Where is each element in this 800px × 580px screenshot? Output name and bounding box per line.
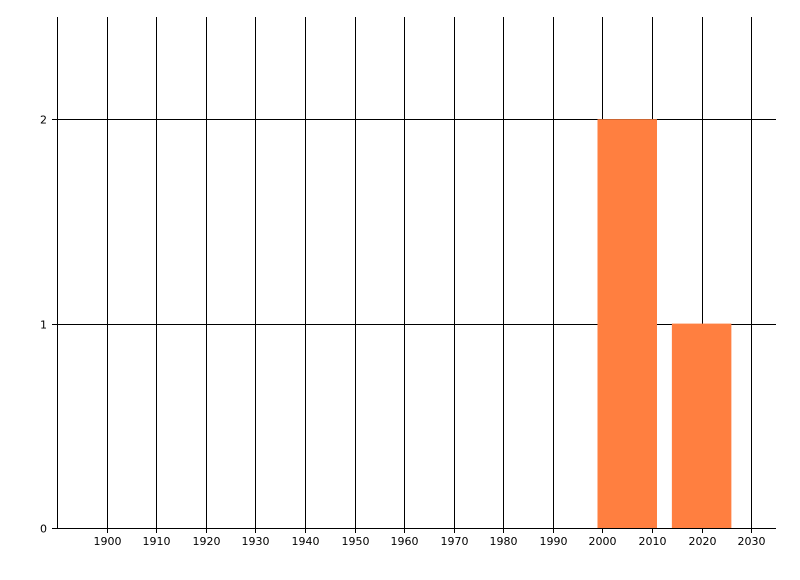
x-tick-label: 2000 (589, 535, 617, 548)
y-tick-label: 2 (40, 114, 47, 127)
x-tick-label: 2030 (738, 535, 766, 548)
x-tick-label: 2010 (639, 535, 667, 548)
x-tick-label: 1940 (292, 535, 320, 548)
x-tick-label: 1950 (342, 535, 370, 548)
x-tick-label: 1900 (94, 535, 122, 548)
x-tick-label: 1970 (441, 535, 469, 548)
x-tick-label: 1930 (242, 535, 270, 548)
x-tick-label: 1980 (490, 535, 518, 548)
bar (671, 323, 732, 528)
x-tick-label: 1990 (540, 535, 568, 548)
y-tick-label: 1 (40, 319, 47, 332)
y-tick-label: 0 (40, 523, 47, 536)
x-tick-label: 1910 (143, 535, 171, 548)
x-tick-label: 1960 (391, 535, 419, 548)
bar (597, 119, 657, 528)
x-tick-label: 1920 (193, 535, 221, 548)
x-tick-label: 2020 (689, 535, 717, 548)
